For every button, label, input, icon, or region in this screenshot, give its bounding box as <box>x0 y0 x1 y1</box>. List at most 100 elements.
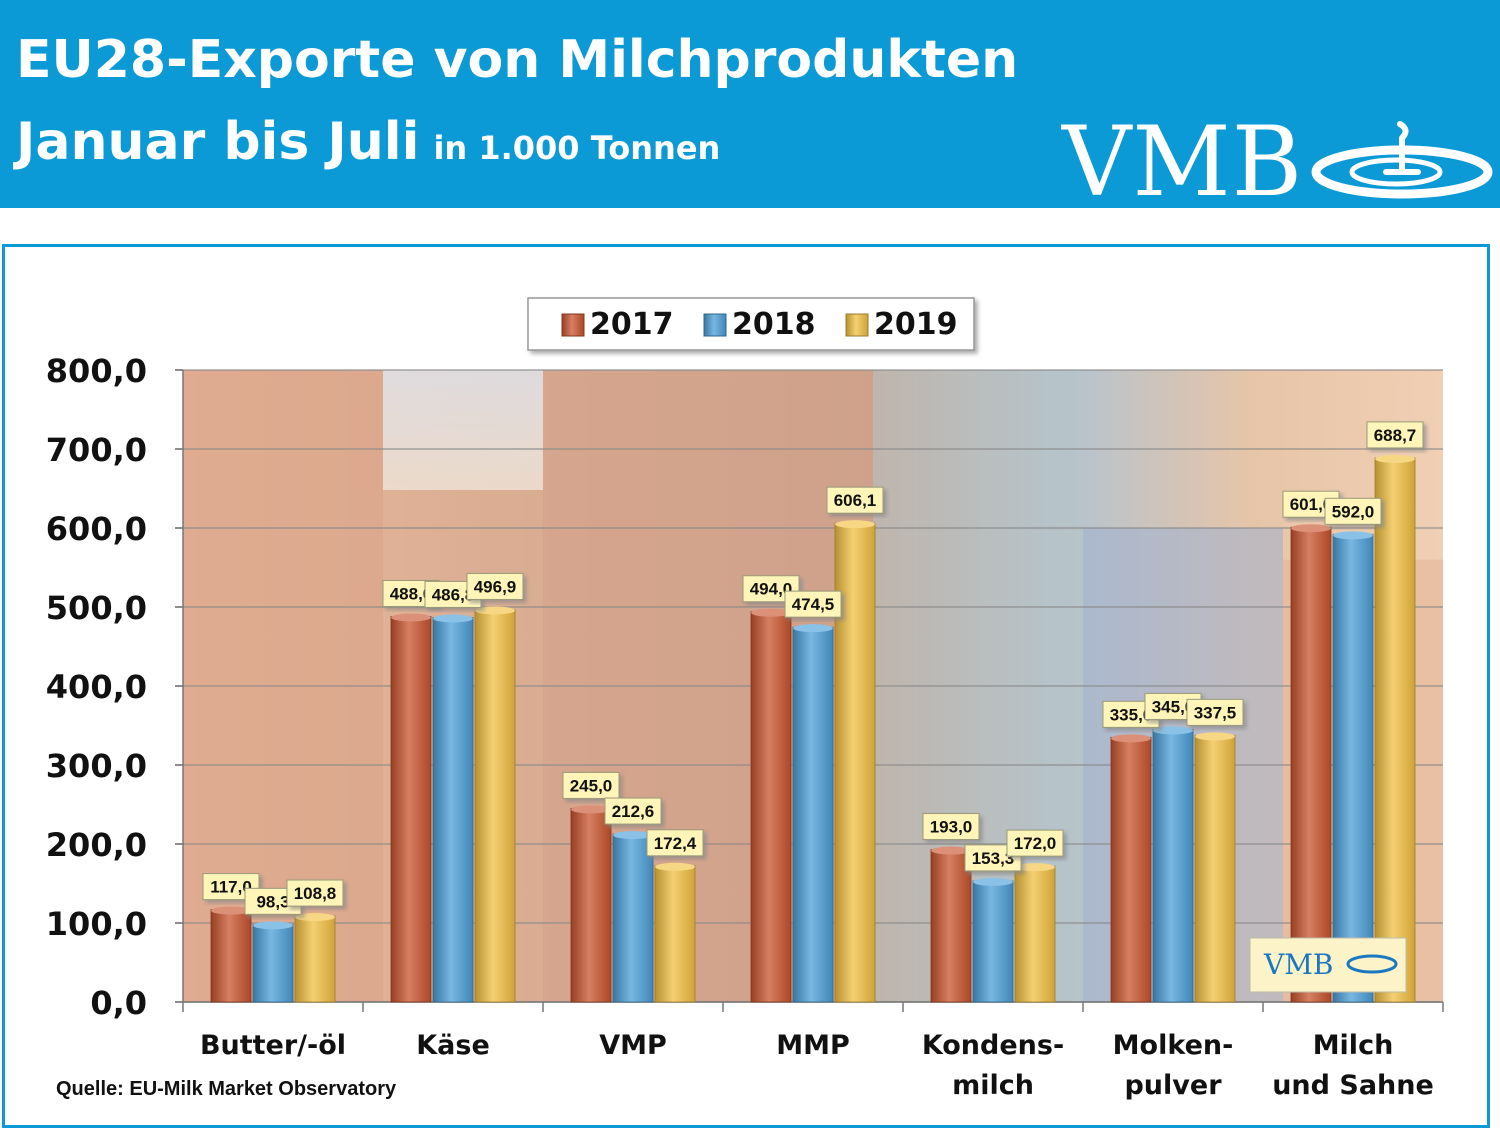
x-category-label: Käse <box>416 1030 490 1061</box>
y-tick-label: 100,0 <box>46 905 147 943</box>
value-label-group: 592,0 <box>1324 497 1382 525</box>
bar-2018 <box>252 923 294 1003</box>
bar-2019 <box>1014 865 1056 1003</box>
legend-box <box>527 297 975 351</box>
value-label: 153,3 <box>972 849 1015 868</box>
bar-2017 <box>750 611 792 1003</box>
value-label-group: 212,6 <box>604 797 662 825</box>
legend-swatch-2017 <box>561 313 585 337</box>
value-label-group: 474,5 <box>784 590 842 618</box>
bar-2017 <box>1290 526 1332 1003</box>
legend-label: 2018 <box>732 307 816 342</box>
value-label: 488,0 <box>390 584 433 603</box>
bar-2019 <box>1194 734 1236 1003</box>
value-label: 606,1 <box>834 491 877 510</box>
value-label-group: 496,9 <box>466 572 524 600</box>
bar-top <box>973 877 1013 886</box>
bar-top <box>1111 734 1151 743</box>
x-category-label: Butter/-öl <box>200 1030 346 1061</box>
value-label-box <box>784 590 842 618</box>
value-label-group: 606,1 <box>826 486 884 514</box>
page-subtitle: Januar bis Juli in 1.000 Tonnen <box>16 110 720 180</box>
source-note: Quelle: EU-Milk Market Observatory <box>56 1078 397 1100</box>
vmb-logo-text: VMB <box>1062 106 1304 218</box>
bar-top <box>475 606 515 615</box>
value-label-group: 117,0 <box>202 873 260 901</box>
value-label-box <box>1186 698 1244 726</box>
unit-label: in 1.000 Tonnen <box>433 129 721 167</box>
y-tick-label: 300,0 <box>46 747 147 785</box>
legend-label: 2019 <box>874 307 958 342</box>
bar-2019 <box>294 915 336 1003</box>
subtitle-text: Januar bis Juli <box>16 112 420 172</box>
value-label-box <box>826 486 884 514</box>
bar-top <box>1153 726 1193 735</box>
bar-2019 <box>1374 457 1416 1003</box>
value-label: 193,0 <box>930 818 973 837</box>
value-label: 172,0 <box>1014 834 1057 853</box>
header-banner: EU28-Exporte von Milchprodukten Januar b… <box>0 0 1500 212</box>
x-category-label: Molken- <box>1113 1030 1234 1061</box>
bar-2017 <box>210 909 252 1003</box>
plot-background-sky <box>383 370 543 490</box>
bar-top <box>1291 524 1331 533</box>
value-label-box <box>466 572 524 600</box>
value-label: 601,0 <box>1290 495 1333 514</box>
value-label: 337,5 <box>1194 703 1237 722</box>
bar-2018 <box>1332 533 1374 1003</box>
value-label-box <box>562 771 620 799</box>
bar-2017 <box>930 849 972 1003</box>
value-label-box <box>922 813 980 841</box>
legend-swatch-2019 <box>845 313 869 337</box>
chart-frame <box>2 244 1490 1128</box>
bar-top <box>253 921 293 930</box>
bar-2017 <box>390 616 432 1003</box>
value-label-group: 172,0 <box>1006 829 1064 857</box>
value-label-group: 108,8 <box>286 879 344 907</box>
bar-2018 <box>1152 729 1194 1003</box>
value-label: 688,7 <box>1374 426 1417 445</box>
y-tick-label: 500,0 <box>46 589 147 627</box>
value-label: 486,8 <box>432 585 475 604</box>
x-category-label: VMP <box>599 1030 667 1061</box>
value-label-box <box>1366 421 1424 449</box>
value-label: 345,0 <box>1152 697 1195 716</box>
bar-top <box>613 831 653 840</box>
value-label-group: 494,0 <box>742 575 800 603</box>
bar-top <box>1375 454 1415 463</box>
value-label-box <box>604 797 662 825</box>
watermark-logo-icon <box>1346 954 1398 974</box>
x-category-label: pulver <box>1124 1070 1222 1101</box>
value-label-box <box>1324 497 1382 525</box>
bar-2018 <box>612 833 654 1003</box>
bar-top <box>295 913 335 922</box>
bar-top <box>391 613 431 622</box>
value-label: 494,0 <box>750 580 793 599</box>
value-label-group: 688,7 <box>1366 421 1424 449</box>
value-label: 496,9 <box>474 577 517 596</box>
bar-top <box>433 614 473 623</box>
bar-top <box>1333 531 1373 540</box>
value-label-box <box>646 829 704 857</box>
x-category-label: und Sahne <box>1272 1070 1434 1101</box>
value-label: 474,5 <box>792 595 835 614</box>
bar-top <box>751 608 791 617</box>
bar-2019 <box>474 609 516 1003</box>
y-tick-label: 0,0 <box>90 984 147 1022</box>
value-label: 98,3 <box>256 892 289 911</box>
y-tick-label: 200,0 <box>46 826 147 864</box>
value-label: 592,0 <box>1332 502 1375 521</box>
value-label-group: 172,4 <box>646 829 704 857</box>
bar-top <box>835 520 875 529</box>
bar-2017 <box>570 808 612 1003</box>
legend-label: 2017 <box>590 307 674 342</box>
bar-2019 <box>654 865 696 1003</box>
watermark-box <box>1249 937 1407 993</box>
bar-top <box>793 624 833 633</box>
x-category-label: Kondens- <box>922 1030 1064 1061</box>
value-label-group: 337,5 <box>1186 698 1244 726</box>
x-category-label: MMP <box>776 1030 850 1061</box>
bar-top <box>931 846 971 855</box>
value-label: 108,8 <box>294 884 337 903</box>
bar-2019 <box>834 522 876 1003</box>
